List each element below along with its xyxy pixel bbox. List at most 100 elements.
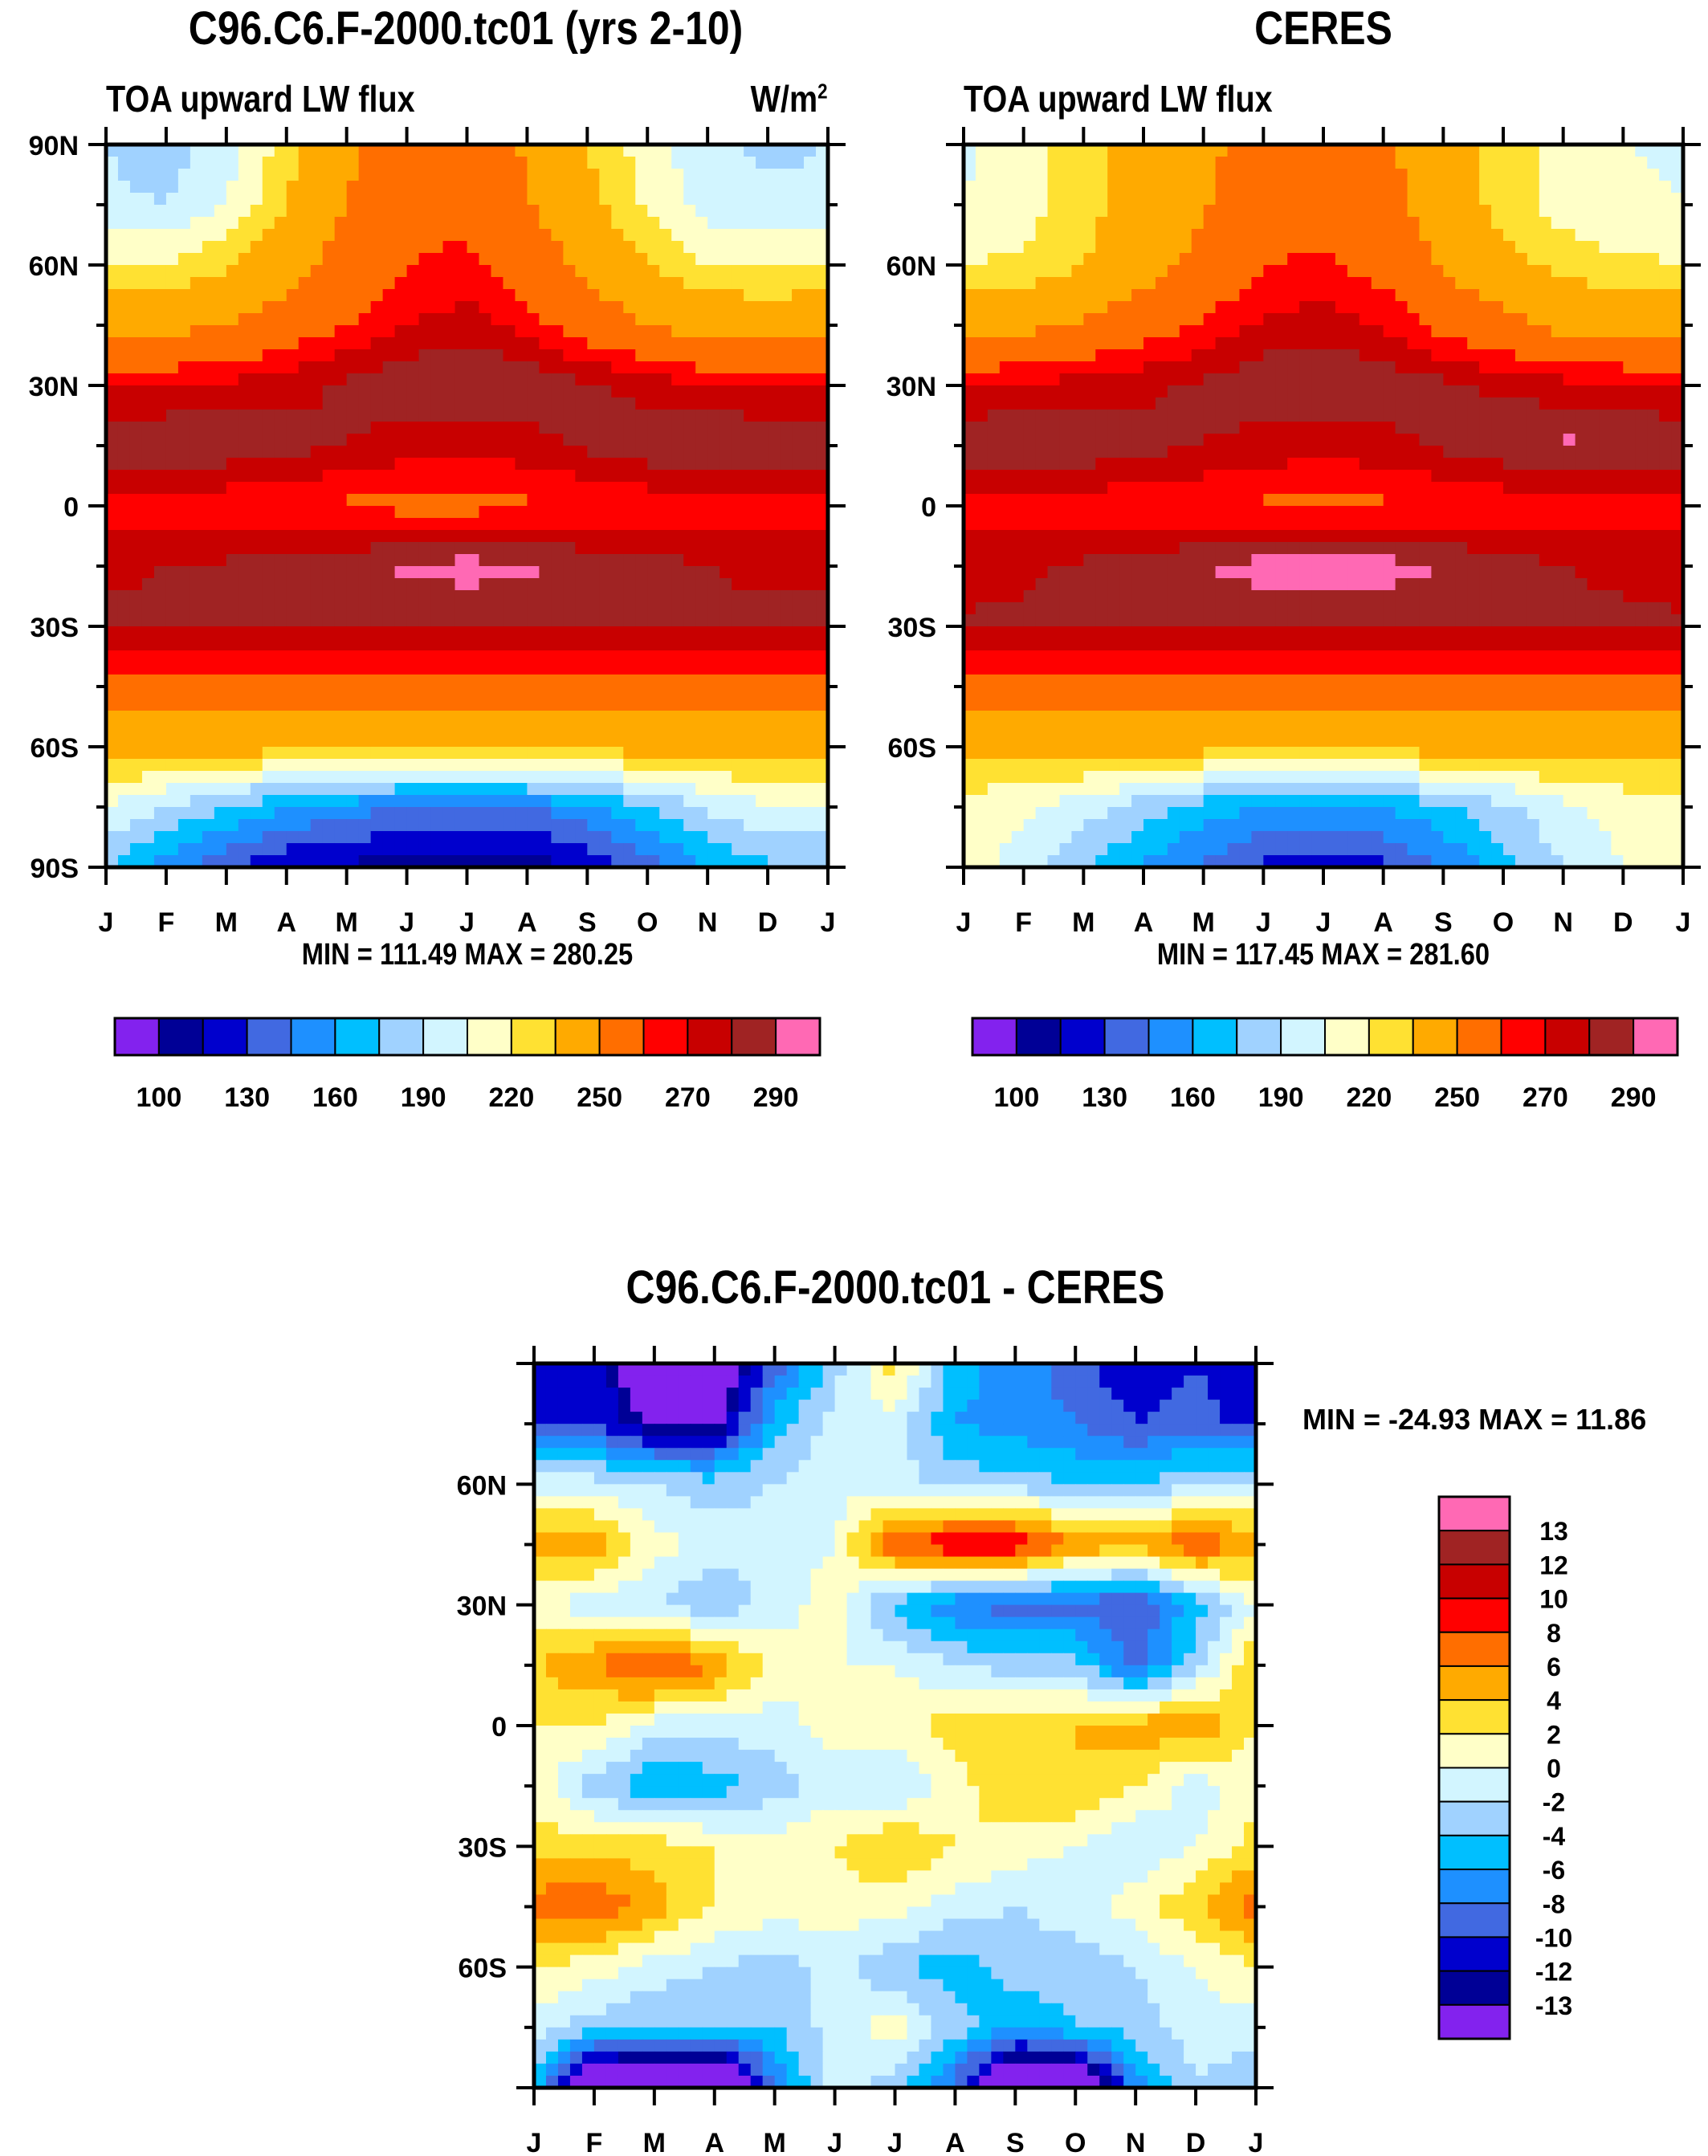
contour-cell	[346, 843, 360, 856]
contour-cell	[515, 638, 528, 651]
contour-cell	[479, 217, 492, 230]
contour-cell	[202, 422, 215, 434]
contour-cell	[563, 446, 576, 459]
contour-cell	[1671, 169, 1684, 181]
contour-cell	[816, 578, 829, 591]
contour-cell	[190, 542, 203, 555]
contour-cell	[515, 494, 528, 507]
contour-cell	[1455, 253, 1468, 266]
contour-cell	[394, 662, 408, 675]
contour-cell	[177, 650, 191, 663]
contour-cell	[1083, 301, 1096, 314]
contour-cell	[695, 687, 708, 699]
contour-cell	[1335, 337, 1348, 350]
contour-cell	[611, 289, 624, 302]
contour-cell	[442, 361, 456, 374]
contour-cell	[635, 506, 648, 519]
contour-cell	[623, 289, 636, 302]
contour-cell	[1575, 181, 1588, 194]
contour-cell	[816, 145, 829, 157]
contour-cell	[202, 687, 215, 699]
contour-cell	[298, 723, 312, 736]
contour-cell	[141, 831, 155, 844]
contour-cell	[1179, 373, 1192, 386]
contour-cell	[1347, 301, 1360, 314]
contour-cell	[732, 626, 744, 639]
contour-cell	[768, 662, 781, 675]
contour-cell	[106, 157, 119, 169]
contour-cell	[1659, 361, 1672, 374]
contour-cell	[575, 855, 588, 868]
contour-cell	[310, 855, 324, 868]
contour-cell	[575, 783, 588, 796]
contour-cell	[406, 361, 420, 374]
contour-cell	[587, 422, 600, 434]
contour-cell	[1119, 349, 1132, 362]
contour-cell	[1107, 397, 1120, 410]
contour-cell	[1503, 265, 1516, 278]
contour-cell	[780, 554, 793, 567]
contour-cell	[804, 373, 817, 386]
contour-cell	[719, 301, 732, 314]
contour-cell	[250, 735, 263, 748]
contour-cell	[575, 542, 588, 555]
contour-cell	[1383, 145, 1396, 157]
contour-cell	[382, 590, 396, 603]
contour-cell	[563, 771, 576, 784]
contour-cell	[671, 422, 684, 434]
contour-cell	[370, 157, 384, 169]
contour-cell	[1514, 301, 1528, 314]
contour-cell	[1647, 337, 1660, 350]
contour-cell	[382, 385, 396, 398]
contour-cell	[1239, 325, 1252, 338]
contour-cell	[129, 157, 143, 169]
contour-cell	[539, 783, 552, 796]
contour-cell	[214, 289, 227, 302]
contour-cell	[491, 626, 504, 639]
contour-cell	[1203, 313, 1217, 326]
contour-cell	[563, 590, 576, 603]
contour-cell	[1491, 241, 1504, 254]
contour-cell	[455, 458, 468, 471]
contour-cell	[322, 265, 336, 278]
contour-cell	[394, 313, 408, 326]
contour-cell	[129, 458, 143, 471]
contour-cell	[479, 855, 492, 868]
contour-cell	[647, 253, 660, 266]
contour-cell	[286, 337, 300, 350]
contour-cell	[1539, 157, 1552, 169]
contour-cell	[635, 638, 648, 651]
contour-cell	[804, 157, 817, 169]
contour-cell	[165, 783, 179, 796]
contour-cell	[1047, 217, 1061, 230]
contour-cell	[322, 542, 336, 555]
contour-cell	[1491, 169, 1504, 181]
contour-cell	[1551, 397, 1564, 410]
contour-cell	[129, 253, 143, 266]
contour-cell	[527, 831, 540, 844]
contour-cell	[1227, 373, 1241, 386]
contour-cell	[1431, 217, 1444, 230]
contour-cell	[1311, 301, 1324, 314]
contour-cell	[1407, 229, 1421, 242]
contour-cell	[238, 530, 251, 543]
contour-cell	[442, 747, 456, 760]
contour-cell	[647, 831, 660, 844]
contour-cell	[792, 699, 805, 711]
contour-cell	[1191, 229, 1205, 242]
contour-cell	[418, 735, 432, 748]
contour-cell	[1419, 241, 1432, 254]
contour-cell	[611, 807, 624, 820]
contour-cell	[707, 807, 720, 820]
contour-cell	[214, 783, 227, 796]
contour-cell	[467, 662, 480, 675]
contour-cell	[1371, 289, 1384, 302]
contour-cell	[683, 313, 696, 326]
contour-cell	[563, 277, 576, 290]
contour-cell	[1514, 325, 1528, 338]
contour-cell	[250, 313, 263, 326]
contour-cell	[1611, 157, 1624, 169]
contour-cell	[479, 650, 492, 663]
contour-cell	[1551, 145, 1564, 157]
contour-cell	[623, 385, 636, 398]
